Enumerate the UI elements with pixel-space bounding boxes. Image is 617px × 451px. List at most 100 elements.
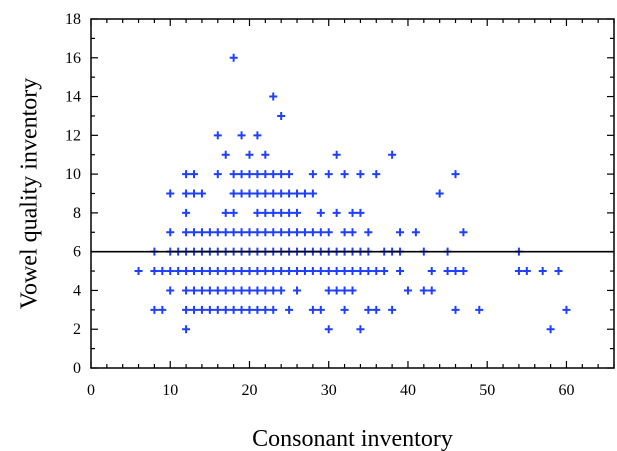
data-point	[253, 170, 262, 179]
data-point	[348, 267, 357, 276]
data-point	[514, 267, 523, 276]
data-point	[221, 305, 230, 314]
data-point	[229, 286, 238, 295]
data-point	[546, 325, 555, 334]
data-point	[277, 286, 286, 295]
data-point	[475, 305, 484, 314]
y-tick-label: 8	[73, 205, 81, 222]
data-point	[197, 286, 206, 295]
data-point	[300, 228, 309, 237]
data-point	[182, 325, 191, 334]
y-axis-title: Vowel quality inventory	[16, 78, 42, 310]
data-point	[269, 208, 278, 217]
data-point	[443, 267, 452, 276]
data-point	[197, 228, 206, 237]
y-tick-label: 12	[65, 127, 81, 144]
x-tick-label: 20	[241, 382, 257, 399]
data-point	[221, 150, 230, 159]
data-point	[182, 170, 191, 179]
data-point	[245, 267, 254, 276]
data-point	[150, 305, 159, 314]
data-point	[285, 305, 294, 314]
data-point	[269, 305, 278, 314]
x-tick-label: 10	[162, 382, 178, 399]
data-point	[316, 228, 325, 237]
data-point	[293, 208, 302, 217]
data-point	[356, 325, 365, 334]
data-point	[269, 286, 278, 295]
data-point	[237, 267, 246, 276]
data-point	[197, 305, 206, 314]
data-point	[522, 267, 531, 276]
data-point	[332, 286, 341, 295]
data-point	[308, 305, 317, 314]
data-point	[332, 267, 341, 276]
data-point	[293, 267, 302, 276]
data-point	[221, 208, 230, 217]
data-point	[166, 228, 175, 237]
data-point	[451, 170, 460, 179]
data-point	[356, 170, 365, 179]
y-tick-label: 6	[73, 244, 81, 261]
data-point	[308, 170, 317, 179]
data-point	[459, 228, 468, 237]
data-point	[237, 305, 246, 314]
data-point	[197, 189, 206, 198]
y-tick-label: 2	[73, 321, 81, 338]
x-axis-title: Consonant inventory	[252, 426, 453, 451]
data-point	[269, 267, 278, 276]
x-tick-label: 0	[87, 382, 95, 399]
data-point	[205, 305, 214, 314]
data-point	[324, 286, 333, 295]
data-point	[348, 208, 357, 217]
data-point	[182, 286, 191, 295]
data-point	[261, 208, 270, 217]
data-point	[340, 228, 349, 237]
data-point	[229, 305, 238, 314]
data-point	[245, 228, 254, 237]
data-point	[245, 170, 254, 179]
y-tick-labels: 0 2 4 6 8 10 12 14 16 18	[65, 11, 81, 377]
data-point	[190, 286, 199, 295]
data-point	[277, 189, 286, 198]
y-tick-label: 16	[65, 50, 81, 67]
data-point	[364, 267, 373, 276]
data-point	[411, 228, 420, 237]
data-point	[427, 267, 436, 276]
data-point	[277, 267, 286, 276]
axis-ticks	[90, 18, 615, 369]
data-point	[388, 305, 397, 314]
data-point	[245, 189, 254, 198]
data-point	[427, 286, 436, 295]
x-tick-label: 30	[321, 382, 337, 399]
data-point	[221, 228, 230, 237]
data-point	[237, 170, 246, 179]
y-tick-label: 10	[65, 166, 81, 183]
data-point	[285, 228, 294, 237]
x-tick-label: 40	[400, 382, 416, 399]
data-point	[197, 267, 206, 276]
data-point	[190, 189, 199, 198]
data-point	[205, 286, 214, 295]
data-point	[213, 170, 222, 179]
x-tick-label: 50	[479, 382, 495, 399]
data-point	[293, 286, 302, 295]
data-point	[308, 267, 317, 276]
data-point	[293, 228, 302, 237]
data-point	[166, 267, 175, 276]
data-point	[166, 189, 175, 198]
data-point	[293, 189, 302, 198]
data-point	[396, 228, 405, 237]
data-point	[182, 267, 191, 276]
data-point	[261, 150, 270, 159]
data-point	[554, 267, 563, 276]
data-point	[380, 267, 389, 276]
data-point	[340, 170, 349, 179]
data-points	[134, 53, 571, 334]
data-point	[356, 208, 365, 217]
data-point	[435, 189, 444, 198]
data-point	[277, 208, 286, 217]
data-point	[261, 286, 270, 295]
data-point	[538, 267, 547, 276]
data-point	[229, 53, 238, 62]
